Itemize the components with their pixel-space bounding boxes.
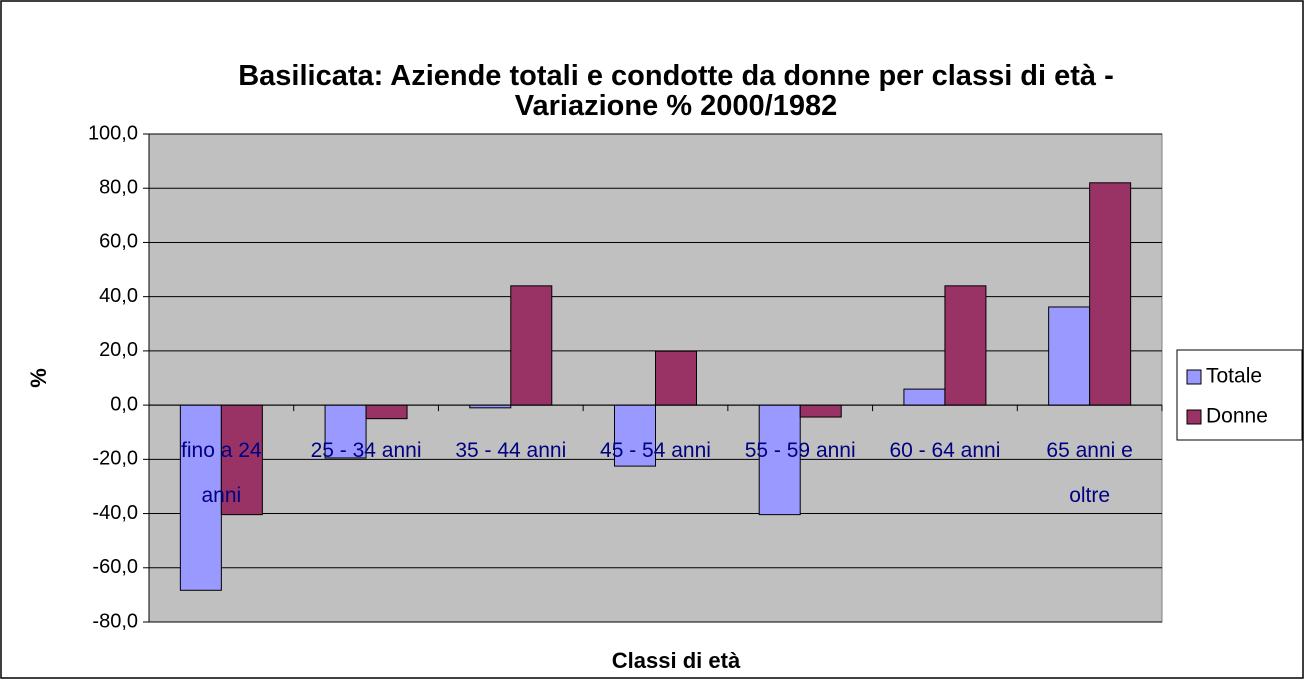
bar: [179, 404, 222, 591]
bar: [614, 404, 656, 467]
bar: [655, 350, 697, 406]
legend-swatch: [1186, 409, 1202, 425]
y-tick-label: 0,0: [110, 393, 138, 415]
x-tick-label: 60 - 64 anni: [889, 439, 1001, 462]
y-tick-label: -60,0: [92, 556, 138, 578]
x-tick-label: 65 anni e oltre: [1046, 439, 1133, 507]
x-tick-label: 45 - 54 anni: [600, 439, 711, 462]
x-tick-label: 55 - 59 anni: [744, 439, 856, 462]
bar: [220, 404, 263, 516]
legend: [1176, 349, 1303, 441]
bar: [944, 285, 987, 406]
chart-title: Basilicata: Aziende totali e condotte da…: [238, 60, 1114, 122]
y-axis-title: %: [26, 368, 51, 388]
title-line: Basilicata: Aziende totali e condotte da…: [238, 60, 1114, 92]
bar: [365, 404, 408, 420]
y-tick-label: 100,0: [88, 122, 138, 144]
bar: [510, 285, 553, 406]
bar: [324, 404, 367, 459]
y-tick-label: 40,0: [99, 285, 138, 307]
y-tick-label: 20,0: [99, 339, 138, 361]
x-tick-label: fino a 24 anni: [181, 439, 262, 507]
y-tick-label: 60,0: [99, 231, 138, 253]
y-tick-label: -20,0: [92, 448, 138, 470]
bar: [758, 404, 801, 516]
x-axis-title: Classi di età: [612, 648, 741, 673]
y-tick-label: -80,0: [92, 610, 138, 632]
x-tick-label: 25 - 34 anni: [310, 439, 422, 462]
y-tick-label: -40,0: [92, 502, 138, 524]
y-tick-label: 80,0: [99, 177, 138, 199]
bar: [1048, 306, 1091, 406]
bar: [903, 388, 946, 406]
x-tick-label: 35 - 44 anni: [455, 439, 567, 462]
bar: [799, 404, 842, 418]
legend-label: Donne: [1206, 405, 1268, 428]
legend-label: Totale: [1206, 365, 1262, 388]
title-line: Variazione % 2000/1982: [515, 90, 837, 122]
legend-swatch: [1186, 369, 1202, 385]
bar: [1089, 182, 1132, 406]
